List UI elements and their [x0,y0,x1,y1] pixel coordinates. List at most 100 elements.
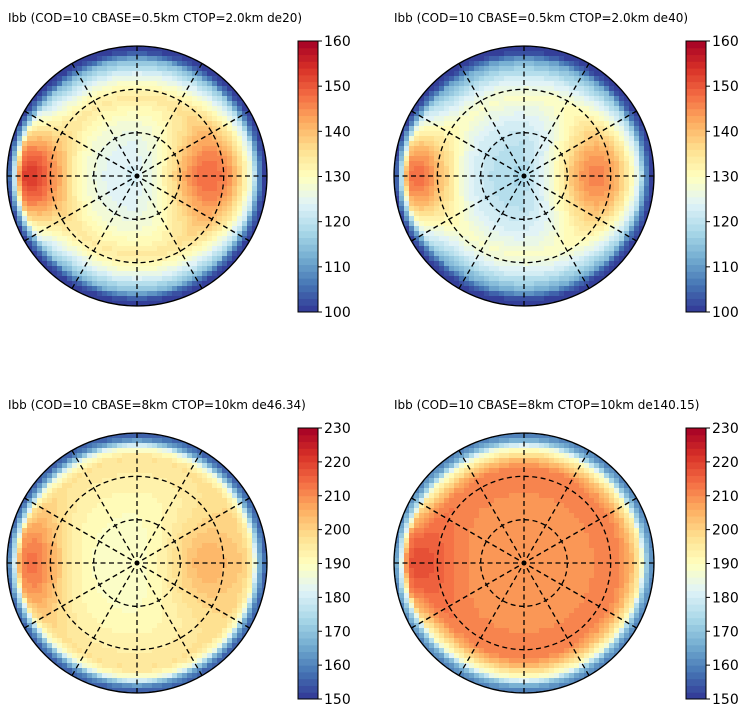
field-cell [459,246,465,252]
field-cell [122,463,128,469]
field-cell [67,483,73,489]
field-cell [152,438,158,444]
field-cell [157,473,163,479]
field-cell [157,86,163,92]
field-cell [494,241,500,247]
field-cell [509,231,515,237]
field-cell [172,66,178,72]
field-cell [247,206,253,212]
field-cell [187,186,193,192]
field-cell [479,191,485,197]
field-cell [227,116,233,122]
field-cell [167,478,173,484]
field-cell [439,101,445,107]
field-cell [87,206,93,212]
field-cell [137,146,143,152]
field-cell [87,146,93,152]
field-cell [514,286,520,292]
field-cell [22,126,28,132]
field-cell [72,181,78,187]
field-cell [574,236,580,242]
field-cell [449,71,455,77]
field-cell [62,458,68,464]
field-cell [454,226,460,232]
field-cell [172,221,178,227]
field-cell [252,161,258,167]
field-cell [47,261,53,267]
field-cell [152,211,158,217]
field-cell [127,286,133,292]
field-cell [399,166,405,172]
field-cell [27,116,33,122]
field-cell [549,156,555,162]
field-cell [434,236,440,242]
field-cell [474,116,480,122]
field-cell [117,66,123,72]
field-cell [237,488,243,494]
field-cell [434,191,440,197]
field-cell [117,81,123,87]
field-cell [132,151,138,157]
field-cell [479,106,485,112]
field-cell [87,126,93,132]
field-cell [172,196,178,202]
field-cell [574,216,580,222]
field-cell [262,156,267,162]
field-cell [479,131,485,137]
field-cell [157,61,163,67]
field-cell [429,106,435,112]
field-cell [624,206,630,212]
field-cell [222,241,228,247]
field-cell [454,216,460,222]
colorbar-segment [686,190,706,198]
field-cell [509,66,515,72]
field-cell [177,151,183,157]
field-cell [399,191,405,197]
field-cell [257,151,263,157]
field-cell [182,291,188,297]
field-cell [182,171,188,177]
field-cell [52,211,58,217]
field-cell [499,116,505,122]
field-cell [544,206,550,212]
field-cell [574,256,580,262]
field-cell [494,151,500,157]
field-cell [112,261,118,267]
field-cell [494,76,500,82]
field-cell [232,221,238,227]
field-cell [142,246,148,252]
field-cell [127,106,133,112]
field-cell [87,191,93,197]
field-cell [414,126,420,132]
field-cell [127,473,133,479]
field-cell [82,281,88,287]
field-cell [554,196,560,202]
field-cell [132,121,138,127]
field-cell [494,216,500,222]
field-cell [97,121,103,127]
field-cell [112,166,118,172]
field-cell [222,106,228,112]
field-cell [87,291,93,297]
field-cell [42,256,48,262]
field-cell [474,271,480,277]
field-cell [57,483,63,489]
field-cell [32,201,38,207]
field-cell [127,251,133,257]
field-cell [484,301,490,306]
field-cell [127,166,133,172]
field-cell [177,483,183,489]
field-cell [87,483,93,489]
field-cell [634,126,640,132]
field-cell [162,291,168,297]
field-cell [519,186,525,192]
colorbar-segment [298,190,318,198]
field-cell [419,211,425,217]
field-cell [197,181,203,187]
field-cell [52,463,58,469]
field-cell [97,483,103,489]
field-cell [152,176,158,182]
field-cell [499,276,505,282]
field-cell [67,106,73,112]
field-cell [187,76,193,82]
